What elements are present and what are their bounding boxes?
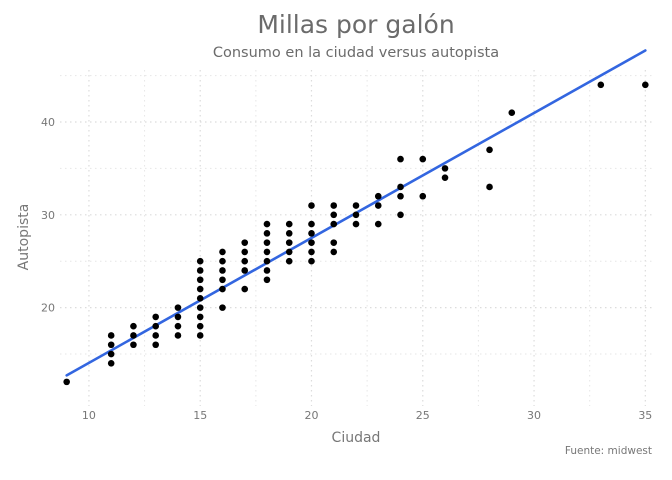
data-point	[152, 313, 159, 321]
data-point	[241, 248, 249, 256]
data-point	[130, 332, 137, 339]
data-point	[285, 230, 293, 237]
data-point	[241, 239, 249, 246]
chart-caption: Fuente: midwest	[564, 445, 652, 457]
data-point	[263, 230, 271, 237]
data-point	[196, 267, 204, 274]
data-point	[152, 332, 159, 339]
data-point	[196, 332, 204, 339]
data-point	[196, 313, 204, 321]
data-point	[508, 109, 516, 116]
data-point	[308, 202, 315, 209]
data-point	[174, 322, 182, 330]
data-point	[285, 220, 293, 228]
chart-subtitle: Consumo en la ciudad versus autopista	[212, 45, 500, 61]
data-point	[330, 220, 338, 228]
data-point	[219, 267, 226, 274]
data-point	[219, 248, 226, 256]
data-point	[285, 257, 293, 265]
x-axis-label: Ciudad	[332, 430, 381, 446]
data-point	[441, 174, 449, 181]
data-point	[196, 322, 204, 330]
data-point	[196, 304, 204, 311]
data-point	[174, 332, 182, 339]
data-point	[241, 257, 249, 265]
data-point	[263, 257, 271, 265]
data-point	[419, 192, 427, 200]
y-axis-label: Autopista	[16, 204, 32, 271]
x-tick-label: 35	[638, 409, 652, 422]
x-tick-label: 15	[193, 409, 207, 422]
data-point	[152, 341, 159, 349]
x-tick-label: 30	[527, 409, 541, 422]
data-point	[308, 248, 315, 256]
data-point	[196, 285, 204, 293]
data-point	[597, 81, 605, 89]
data-point	[397, 211, 404, 219]
data-point	[219, 285, 226, 293]
data-point	[441, 165, 449, 172]
data-point	[241, 285, 249, 293]
data-point	[330, 239, 338, 246]
data-point	[63, 378, 70, 386]
data-point	[374, 192, 382, 200]
data-point	[308, 239, 315, 246]
data-point	[263, 267, 271, 274]
data-point	[330, 248, 338, 256]
data-point	[107, 350, 115, 358]
data-point	[130, 322, 137, 330]
data-point	[196, 257, 204, 265]
grid-lines	[60, 70, 652, 406]
data-point	[285, 239, 293, 246]
data-point	[308, 230, 315, 237]
data-point	[130, 341, 137, 349]
data-point	[374, 202, 382, 209]
data-point	[352, 211, 360, 219]
data-point	[486, 183, 493, 191]
y-tick-label: 40	[41, 116, 55, 129]
data-point	[419, 155, 427, 163]
data-point	[374, 220, 382, 228]
data-point	[308, 220, 315, 228]
data-point	[152, 322, 159, 330]
data-point	[486, 146, 493, 154]
data-point	[219, 257, 226, 265]
data-point	[263, 239, 271, 246]
data-point	[196, 276, 204, 284]
data-point	[196, 295, 204, 302]
data-point	[263, 276, 271, 284]
x-tick-label: 20	[304, 409, 318, 422]
data-point	[241, 267, 249, 274]
data-point	[263, 248, 271, 256]
data-point	[219, 304, 226, 311]
data-points	[63, 81, 649, 386]
data-point	[330, 202, 338, 209]
data-point	[107, 360, 115, 367]
y-tick-label: 30	[41, 209, 55, 222]
data-point	[397, 183, 404, 191]
x-tick-label: 25	[416, 409, 430, 422]
tick-labels: 10 15 20 25 30 35 20 30 40	[41, 116, 652, 422]
data-point	[174, 304, 182, 311]
data-point	[174, 313, 182, 321]
x-tick-label: 10	[82, 409, 96, 422]
chart-title: Millas por galón	[257, 10, 455, 39]
data-point	[642, 81, 649, 89]
data-point	[352, 220, 360, 228]
data-point	[107, 341, 115, 349]
data-point	[397, 192, 404, 200]
data-point	[219, 276, 226, 284]
data-point	[330, 211, 338, 219]
data-point	[107, 332, 115, 339]
data-point	[397, 155, 404, 163]
data-point	[352, 202, 360, 209]
data-point	[285, 248, 293, 256]
data-point	[308, 257, 315, 265]
data-point	[263, 220, 271, 228]
y-tick-label: 20	[41, 302, 55, 315]
